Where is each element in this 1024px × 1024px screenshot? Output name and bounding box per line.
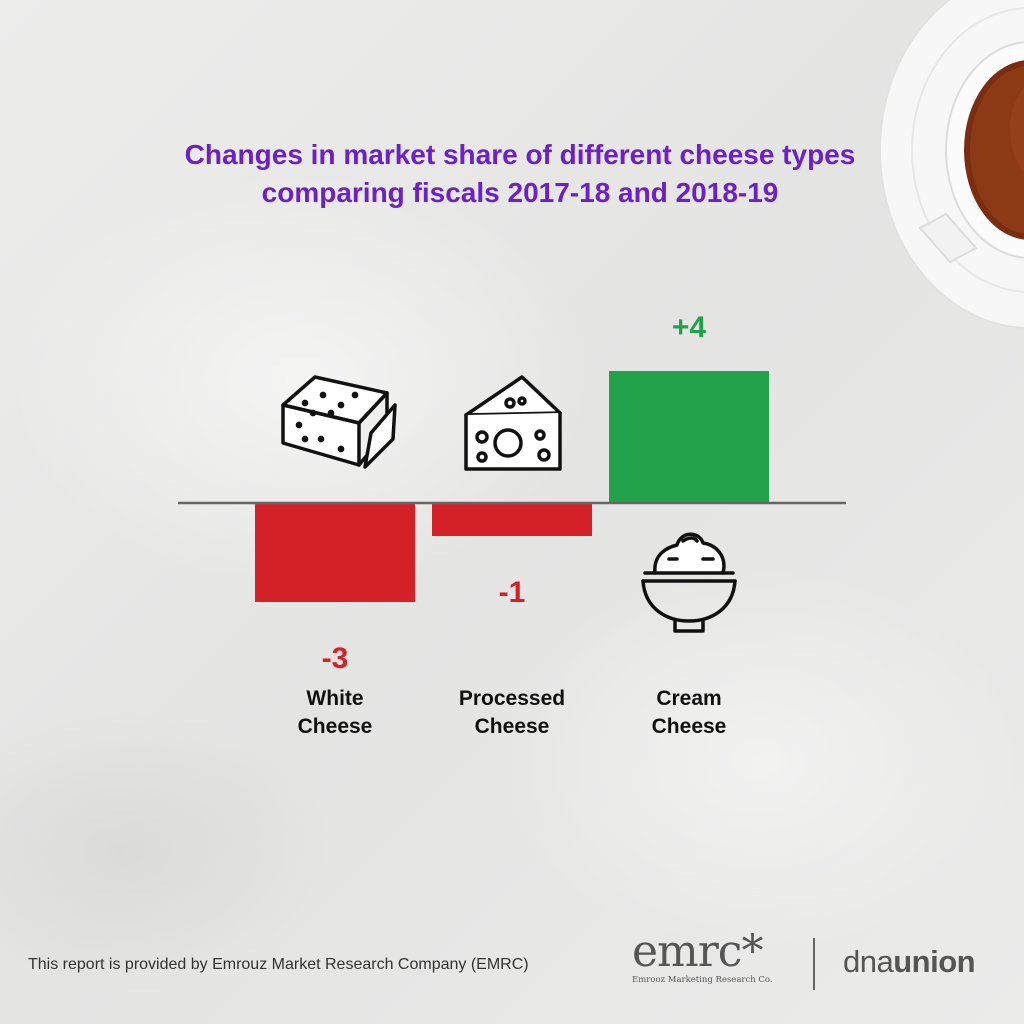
dnaunion-logo-bold: union <box>893 944 976 979</box>
bar-cream-cheese <box>609 371 769 503</box>
emrc-logo: emrc* Emrooz Marketing Research Co. <box>632 930 792 990</box>
category-label: Cheese <box>652 715 727 738</box>
emrc-logo-subtitle: Emrooz Marketing Research Co. <box>632 975 773 985</box>
value-label: -3 <box>322 642 349 675</box>
cheese-block-icon <box>281 375 397 469</box>
report-attribution: This report is provided by Emrouz Market… <box>28 956 529 973</box>
value-label: -1 <box>499 576 526 609</box>
bar-processed-cheese <box>432 503 592 536</box>
category-label: Processed <box>459 687 565 710</box>
category-label: Cheese <box>298 715 373 738</box>
chart-title: Changes in market share of different che… <box>184 139 856 208</box>
bar-white-cheese <box>255 503 415 602</box>
dnaunion-logo: dnaunion <box>843 944 976 980</box>
value-label: +4 <box>672 311 707 344</box>
category-label: White <box>306 687 363 710</box>
category-label: Cream <box>656 687 721 710</box>
category-label: Cheese <box>475 715 550 738</box>
swiss-cheese-icon <box>464 375 562 471</box>
cream-cheese-bowl-icon <box>641 532 737 633</box>
emrc-logo-wordmark: emrc* <box>632 926 763 977</box>
dnaunion-logo-light: dna <box>843 944 894 979</box>
tea-cup-icon <box>880 0 1024 329</box>
logo-divider <box>813 938 815 990</box>
